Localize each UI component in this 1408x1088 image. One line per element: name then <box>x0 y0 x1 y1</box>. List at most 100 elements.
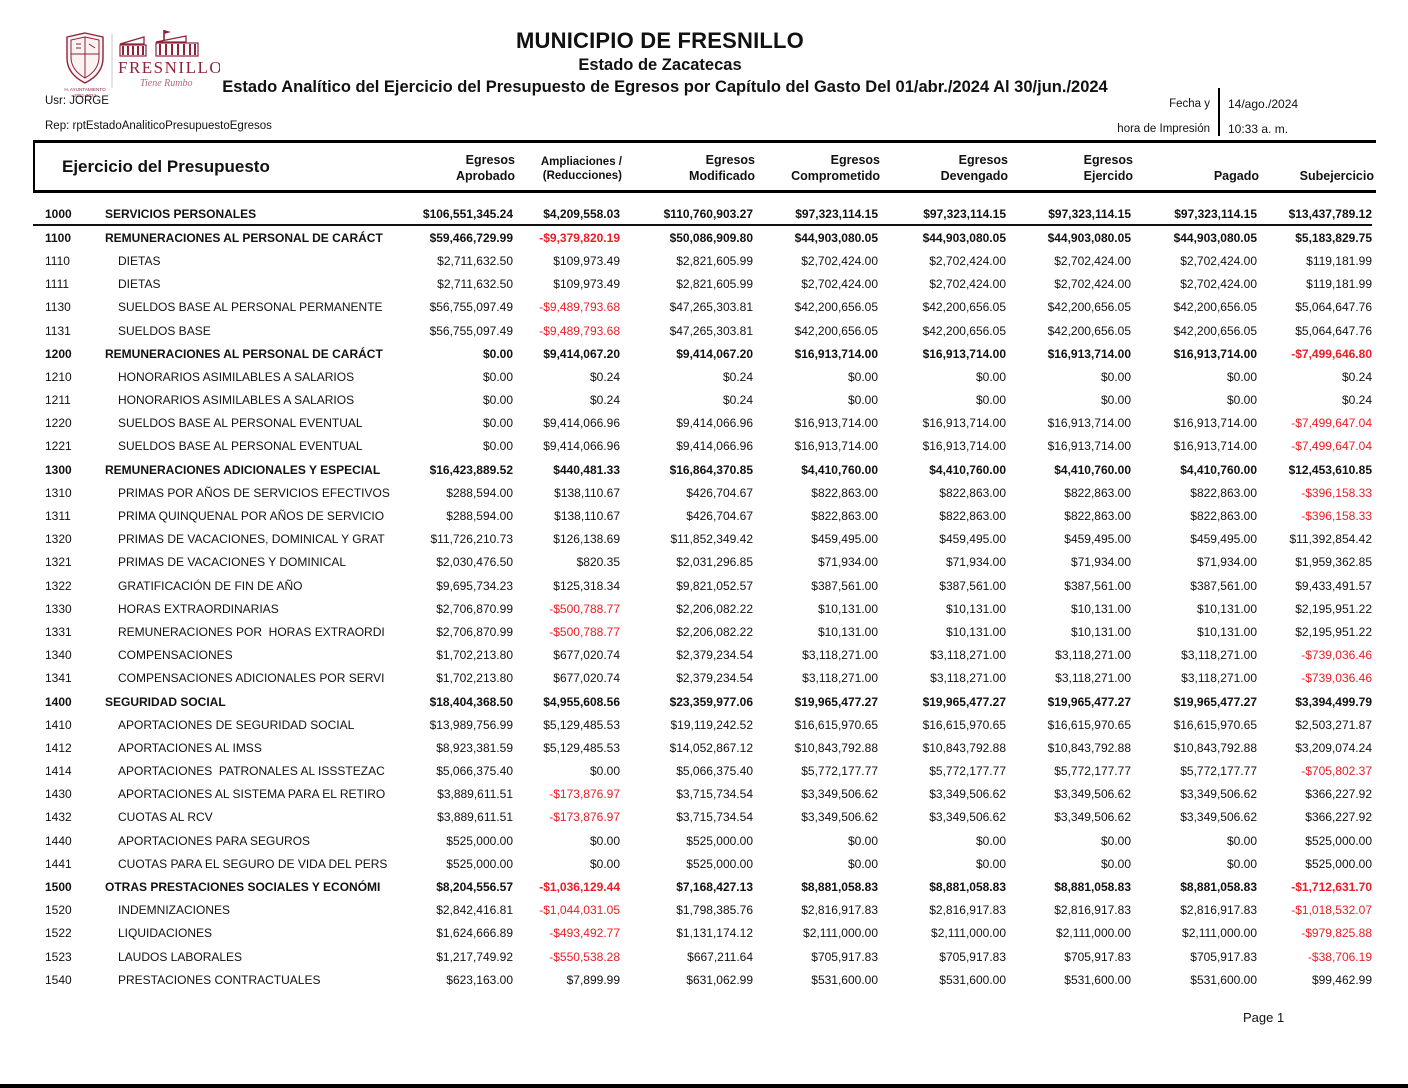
crest-icon <box>66 32 104 84</box>
row-code: 1432 <box>45 810 72 825</box>
row-value: $0.00 <box>975 369 1006 384</box>
row-value: $47,265,303.81 <box>669 300 753 315</box>
row-value: $3,118,271.00 <box>1181 648 1257 663</box>
row-value: $0.24 <box>1341 393 1372 408</box>
row-value: $2,821,605.99 <box>676 277 753 292</box>
row-value: $525,000.00 <box>686 856 753 871</box>
row-value: $5,064,647.76 <box>1295 300 1372 315</box>
row-value: -$9,379,820.19 <box>539 230 620 245</box>
row-value: $531,600.00 <box>1190 972 1257 987</box>
row-value: $0.24 <box>722 393 753 408</box>
row-code: 1520 <box>45 903 72 918</box>
row-value: $2,206,082.22 <box>676 601 753 616</box>
row-value: $822,863.00 <box>1064 509 1131 524</box>
row-value: -$500,788.77 <box>549 601 620 616</box>
row-value: $23,359,977.06 <box>669 694 753 709</box>
row-value: $2,379,234.54 <box>676 671 753 686</box>
row-value: $9,414,066.96 <box>676 416 753 431</box>
row-value: $0.00 <box>975 856 1006 871</box>
row-value: $3,349,506.62 <box>929 810 1006 825</box>
row-code: 1200 <box>45 346 72 361</box>
row-code: 1410 <box>45 717 72 732</box>
row-value: $9,821,052.57 <box>676 578 753 593</box>
row-value: $71,934.00 <box>1070 555 1131 570</box>
row-value: $0.00 <box>482 346 513 361</box>
row-code: 1221 <box>45 439 72 454</box>
column-header-egresos-comprometido: Egresos Comprometido <box>791 153 880 183</box>
table-row: 1520 INDEMNIZACIONES $2,842,416.81 -$1,0… <box>33 899 1372 922</box>
row-value: $71,934.00 <box>817 555 878 570</box>
table-row: 1400 SEGURIDAD SOCIAL $18,404,368.50 $4,… <box>33 690 1372 713</box>
row-value: $97,323,114.15 <box>923 206 1006 221</box>
row-value: $16,913,714.00 <box>794 346 878 361</box>
row-value: $822,863.00 <box>811 485 878 500</box>
row-value: $56,755,097.49 <box>429 300 513 315</box>
row-value: $125,318.34 <box>553 578 620 593</box>
print-datetime-divider <box>1218 88 1220 136</box>
row-value: $0.00 <box>482 416 513 431</box>
row-value: $11,392,854.42 <box>1289 532 1372 547</box>
row-value: $8,881,058.83 <box>929 880 1006 895</box>
column-header-ampliaciones-reducciones: Ampliaciones / (Reducciones) <box>540 155 622 183</box>
row-code: 1211 <box>45 393 71 408</box>
row-value: $1,131,174.12 <box>676 926 753 941</box>
row-value: $5,129,485.53 <box>543 740 620 755</box>
row-code: 1220 <box>45 416 72 431</box>
row-value: $19,965,477.27 <box>1047 694 1131 709</box>
row-value: $2,816,917.83 <box>1054 903 1131 918</box>
row-label: GRATIFICACIÓN DE FIN DE AÑO <box>118 578 303 593</box>
row-value: $2,821,605.99 <box>676 253 753 268</box>
table-row: 1310 PRIMAS POR AÑOS DE SERVICIOS EFECTI… <box>33 481 1372 504</box>
row-code: 1311 <box>45 509 71 524</box>
page-bottom-rule <box>0 1084 1408 1088</box>
row-value: $3,394,499.79 <box>1295 694 1372 709</box>
row-value: $10,131.00 <box>1070 601 1131 616</box>
row-value: $16,864,370.85 <box>669 462 753 477</box>
row-value: $42,200,656.05 <box>794 323 878 338</box>
row-value: $0.00 <box>589 833 620 848</box>
table-row: 1432 CUOTAS AL RCV $3,889,611.51 -$173,8… <box>33 806 1372 829</box>
row-value: $2,702,424.00 <box>1054 277 1131 292</box>
row-value: $3,118,271.00 <box>1055 648 1131 663</box>
row-value: $459,495.00 <box>1190 532 1257 547</box>
row-value: $440,481.33 <box>553 462 620 477</box>
row-label: HONORARIOS ASIMILABLES A SALARIOS <box>118 369 355 384</box>
row-label: DIETAS <box>118 253 161 268</box>
row-value: -$739,036.46 <box>1301 671 1372 686</box>
header-rule <box>33 140 1376 143</box>
row-value: $10,843,792.88 <box>794 740 878 755</box>
row-value: $10,843,792.88 <box>922 740 1006 755</box>
table-row: 1300 REMUNERACIONES ADICIONALES Y ESPECI… <box>33 458 1372 481</box>
row-value: $10,843,792.88 <box>1173 740 1257 755</box>
row-value: $42,200,656.05 <box>1173 323 1257 338</box>
row-value: $4,209,558.03 <box>543 206 620 221</box>
row-value: $2,111,000.00 <box>931 926 1006 941</box>
row-code: 1110 <box>45 253 70 268</box>
row-value: $0.00 <box>589 856 620 871</box>
row-value: $7,168,427.13 <box>676 880 753 895</box>
row-value: $10,131.00 <box>1070 624 1131 639</box>
row-value: $47,265,303.81 <box>669 323 753 338</box>
row-value: $5,772,177.77 <box>1054 764 1131 779</box>
row-label: PRIMAS DE VACACIONES, DOMINICAL Y GRAT <box>118 532 385 547</box>
row-value: $42,200,656.05 <box>922 323 1006 338</box>
row-value: $99,462.99 <box>1311 972 1372 987</box>
row-value: $822,863.00 <box>1064 485 1131 500</box>
row-value: $2,702,424.00 <box>929 277 1006 292</box>
row-value: $4,410,760.00 <box>929 462 1006 477</box>
row-code: 1440 <box>45 833 72 848</box>
row-code: 1414 <box>45 764 72 779</box>
row-code: 1522 <box>45 926 72 941</box>
table-row: 1441 CUOTAS PARA EL SEGURO DE VIDA DEL P… <box>33 852 1372 875</box>
row-value: $3,118,271.00 <box>930 671 1006 686</box>
row-value: $667,211.64 <box>687 949 753 964</box>
row-value: -$38,706.19 <box>1307 949 1372 964</box>
row-value: $2,195,951.22 <box>1295 624 1372 639</box>
column-header-egresos-ejercido: Egresos Ejercido <box>1083 153 1133 183</box>
row-value: $705,917.83 <box>939 949 1006 964</box>
row-value: $42,200,656.05 <box>1047 323 1131 338</box>
row-value: $56,755,097.49 <box>429 323 513 338</box>
row-value: $387,561.00 <box>1190 578 1257 593</box>
table-row: 1522 LIQUIDACIONES $1,624,666.89 -$493,4… <box>33 922 1372 945</box>
row-value: $16,913,714.00 <box>1173 346 1257 361</box>
